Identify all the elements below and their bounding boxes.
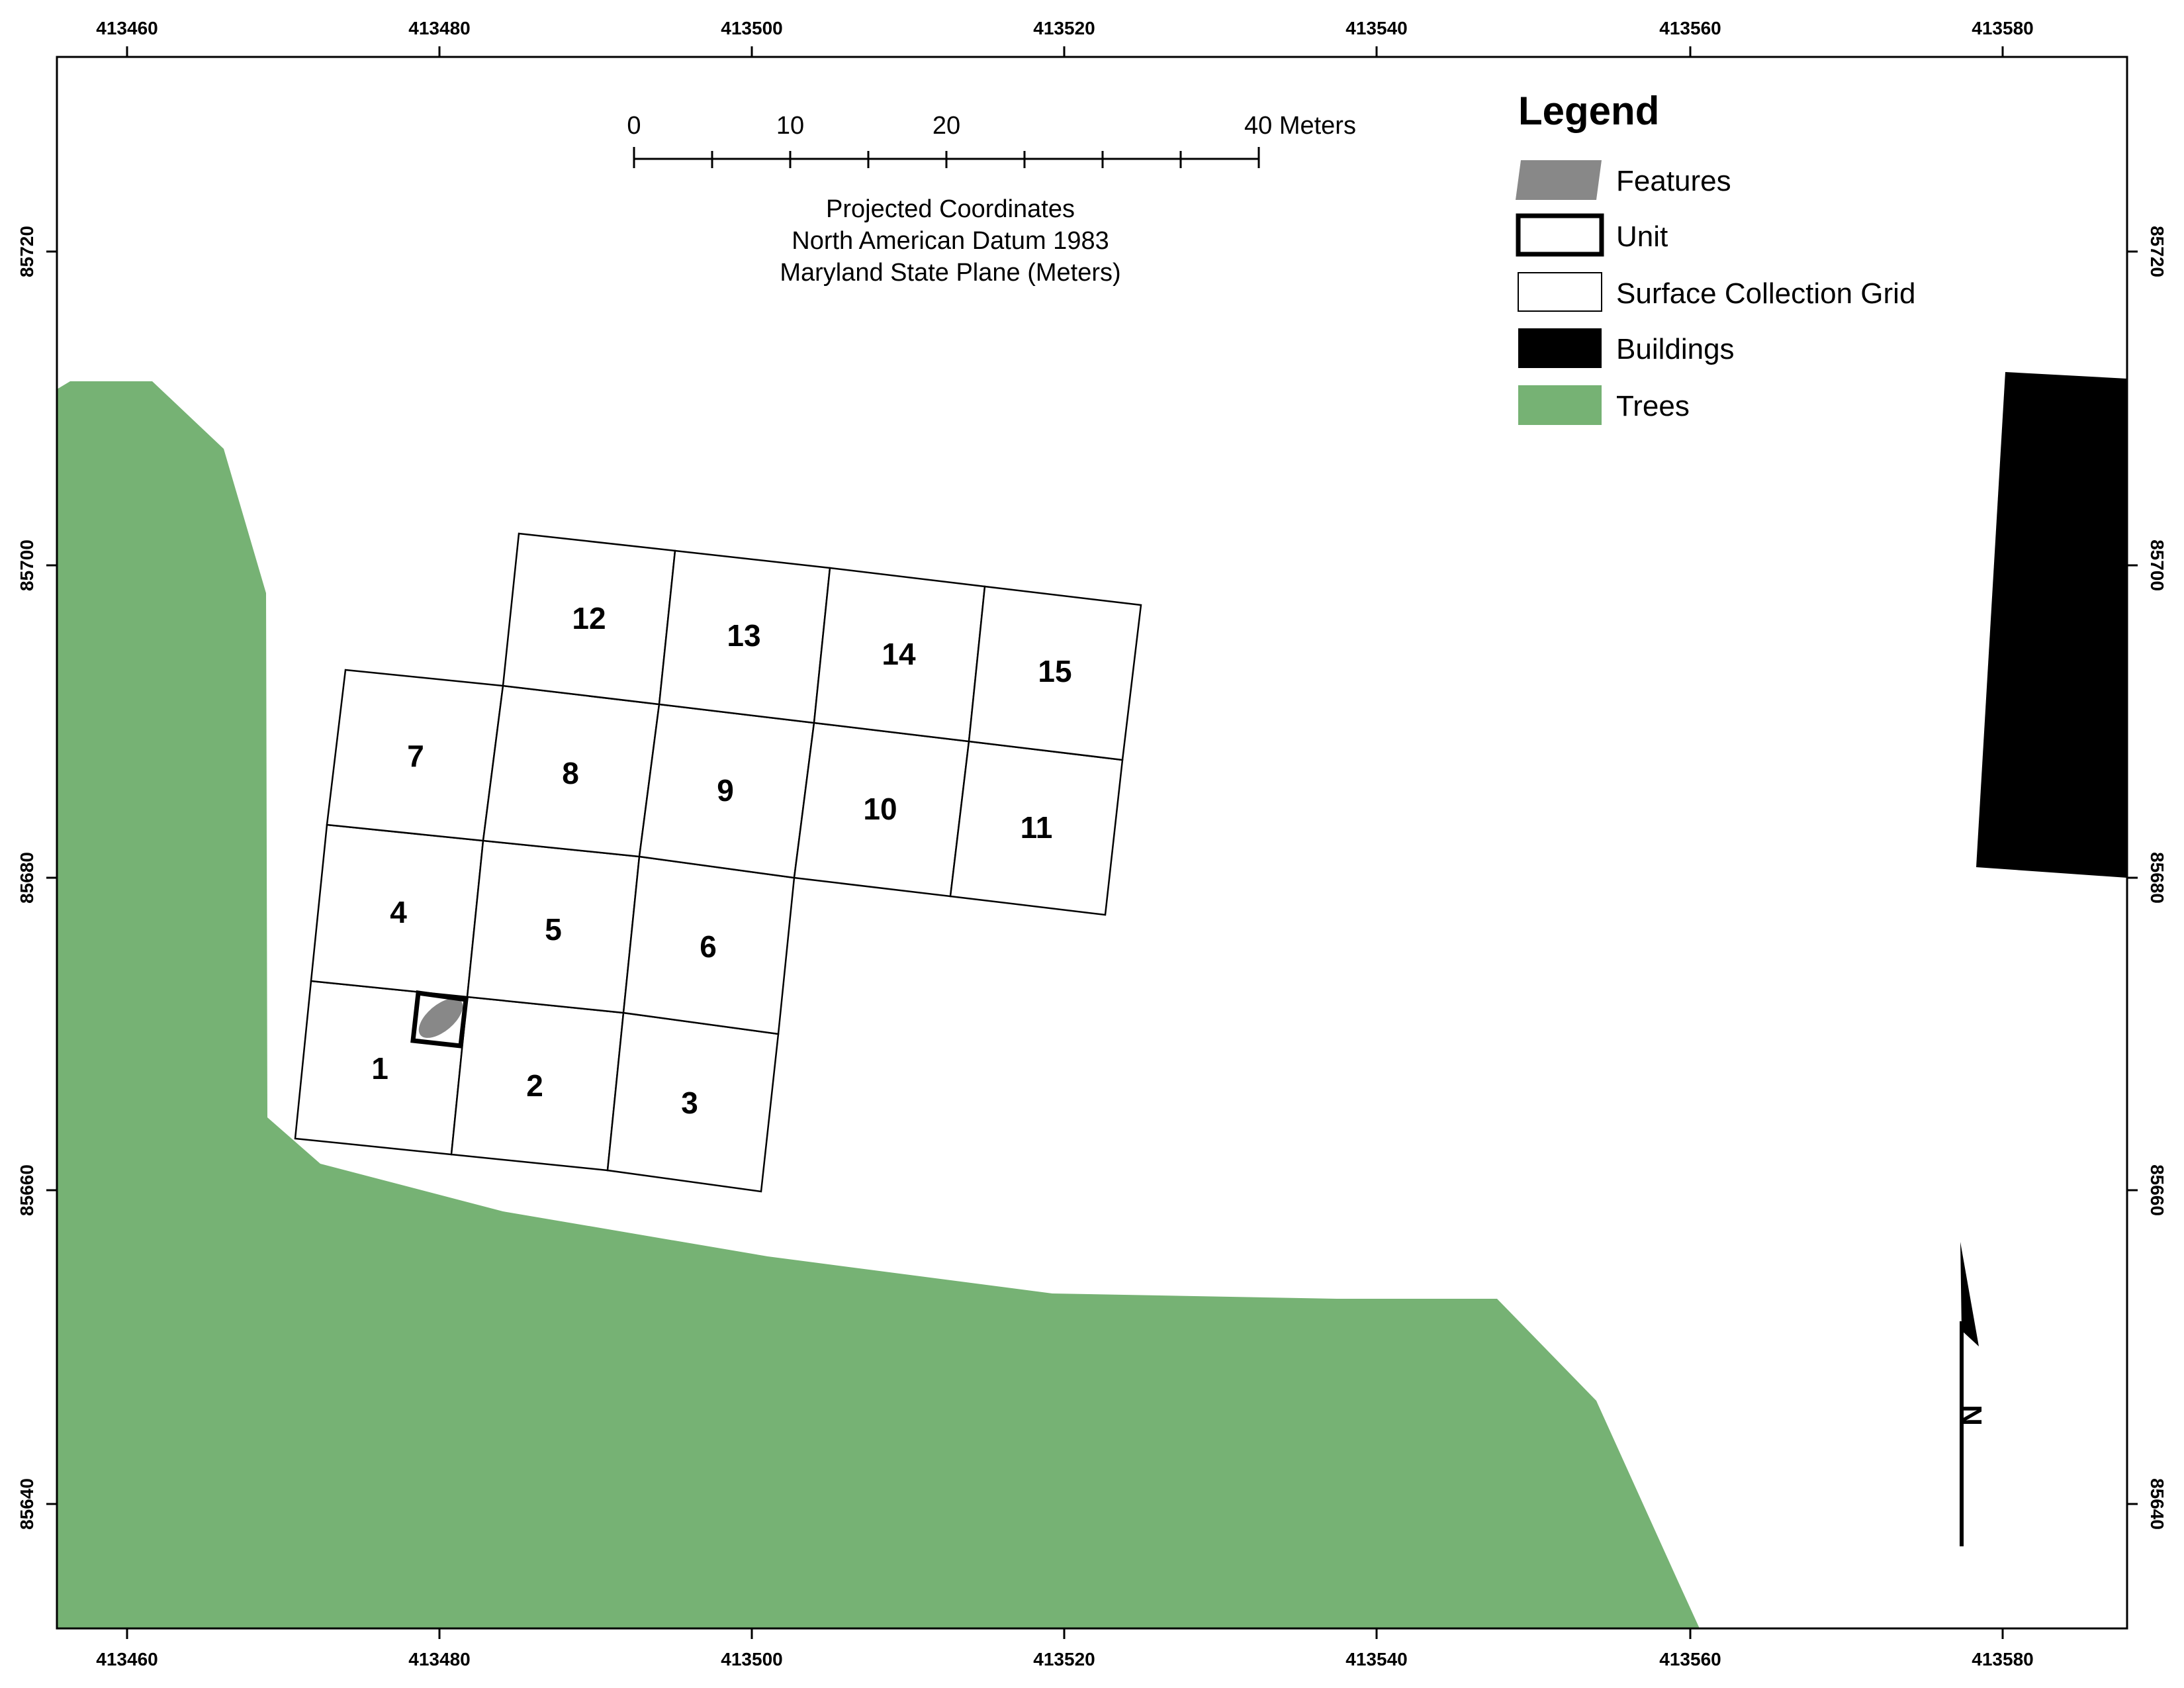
legend-label-buildings: Buildings xyxy=(1616,333,1735,365)
grid-label-8: 8 xyxy=(562,756,579,790)
x-tick-bottom-2: 413500 xyxy=(721,1649,782,1669)
grid-label-4: 4 xyxy=(390,895,407,929)
scale-bar: 0 10 20 40 Meters xyxy=(627,112,1356,168)
grid-label-11: 11 xyxy=(1021,810,1053,845)
x-tick-bottom-5: 413560 xyxy=(1659,1649,1721,1669)
map-frame xyxy=(56,56,2128,1630)
trees-area xyxy=(57,381,1700,1628)
y-tick-labels-left: 85720 85700 85680 85660 85640 xyxy=(17,226,37,1530)
y-tick-left-4: 85640 xyxy=(17,1478,37,1530)
tick-marks xyxy=(46,46,2138,1639)
y-tick-labels-right: 85720 85700 85680 85660 85640 xyxy=(2147,226,2167,1530)
y-tick-left-0: 85720 xyxy=(17,226,37,277)
x-tick-top-4: 413540 xyxy=(1345,18,1407,38)
north-arrow-icon: N xyxy=(1955,1242,1987,1546)
legend-label-trees: Trees xyxy=(1616,390,1690,422)
x-tick-bottom-0: 413460 xyxy=(96,1649,158,1669)
x-tick-top-1: 413480 xyxy=(408,18,470,38)
x-tick-bottom-6: 413580 xyxy=(1972,1649,2033,1669)
grid-label-13: 13 xyxy=(727,618,760,653)
legend-title: Legend xyxy=(1518,89,1659,133)
feature xyxy=(418,998,463,1038)
y-tick-right-4: 85640 xyxy=(2147,1478,2167,1530)
grid-label-6: 6 xyxy=(700,929,717,964)
grid-labels: 1 2 3 4 5 6 7 8 9 10 11 12 13 14 15 xyxy=(371,601,1071,1120)
grid-swatch xyxy=(1518,272,1602,312)
grid-label-1: 1 xyxy=(371,1051,388,1086)
grid-label-10: 10 xyxy=(863,792,897,826)
features-swatch xyxy=(1516,160,1602,200)
grid-label-7: 7 xyxy=(407,739,424,773)
x-tick-bottom-4: 413540 xyxy=(1345,1649,1407,1669)
projection-line-1: Projected Coordinates xyxy=(826,195,1075,223)
y-tick-left-3: 85660 xyxy=(17,1164,37,1216)
x-tick-top-5: 413560 xyxy=(1659,18,1721,38)
legend-label-features: Features xyxy=(1616,165,1731,197)
y-tick-right-1: 85700 xyxy=(2147,539,2167,591)
x-tick-bottom-1: 413480 xyxy=(408,1649,470,1669)
y-tick-left-2: 85680 xyxy=(17,852,37,904)
buildings-swatch xyxy=(1518,328,1602,368)
grid-label-9: 9 xyxy=(717,773,734,808)
legend-label-unit: Unit xyxy=(1616,220,1668,253)
x-tick-bottom-3: 413520 xyxy=(1033,1649,1095,1669)
y-tick-right-2: 85680 xyxy=(2147,852,2167,904)
unit xyxy=(410,990,469,1049)
y-tick-right-0: 85720 xyxy=(2147,226,2167,277)
scale-label-40: 40 Meters xyxy=(1244,112,1356,140)
grid-label-15: 15 xyxy=(1038,654,1071,688)
grid-label-2: 2 xyxy=(526,1068,543,1103)
grid-label-5: 5 xyxy=(545,912,562,947)
scale-label-0: 0 xyxy=(627,112,641,140)
grid-cell-15 xyxy=(968,585,1142,761)
unit-swatch xyxy=(1516,213,1604,257)
x-tick-top-2: 413500 xyxy=(721,18,782,38)
trees-swatch xyxy=(1518,385,1602,425)
grid-label-3: 3 xyxy=(681,1086,698,1120)
x-tick-labels-top: 413460 413480 413500 413520 413540 41356… xyxy=(96,18,2033,38)
legend: Legend Features Unit Surface Collection … xyxy=(1516,89,1915,425)
projection-line-2: North American Datum 1983 xyxy=(792,227,1109,255)
scale-label-20: 20 xyxy=(933,112,960,140)
building xyxy=(1976,372,2127,878)
x-tick-labels-bottom: 413460 413480 413500 413520 413540 41356… xyxy=(96,1649,2033,1669)
projection-info: Projected Coordinates North American Dat… xyxy=(780,195,1120,287)
legend-label-grid: Surface Collection Grid xyxy=(1616,277,1915,310)
north-label: N xyxy=(1955,1405,1987,1426)
grid-label-12: 12 xyxy=(572,601,606,635)
x-tick-top-0: 413460 xyxy=(96,18,158,38)
x-tick-top-6: 413580 xyxy=(1972,18,2033,38)
grid-label-14: 14 xyxy=(882,637,916,671)
y-tick-left-1: 85700 xyxy=(17,539,37,591)
scale-label-10: 10 xyxy=(776,112,804,140)
projection-line-3: Maryland State Plane (Meters) xyxy=(780,259,1120,287)
y-tick-right-3: 85660 xyxy=(2147,1164,2167,1216)
surface-collection-grid xyxy=(294,532,1142,1193)
x-tick-top-3: 413520 xyxy=(1033,18,1095,38)
